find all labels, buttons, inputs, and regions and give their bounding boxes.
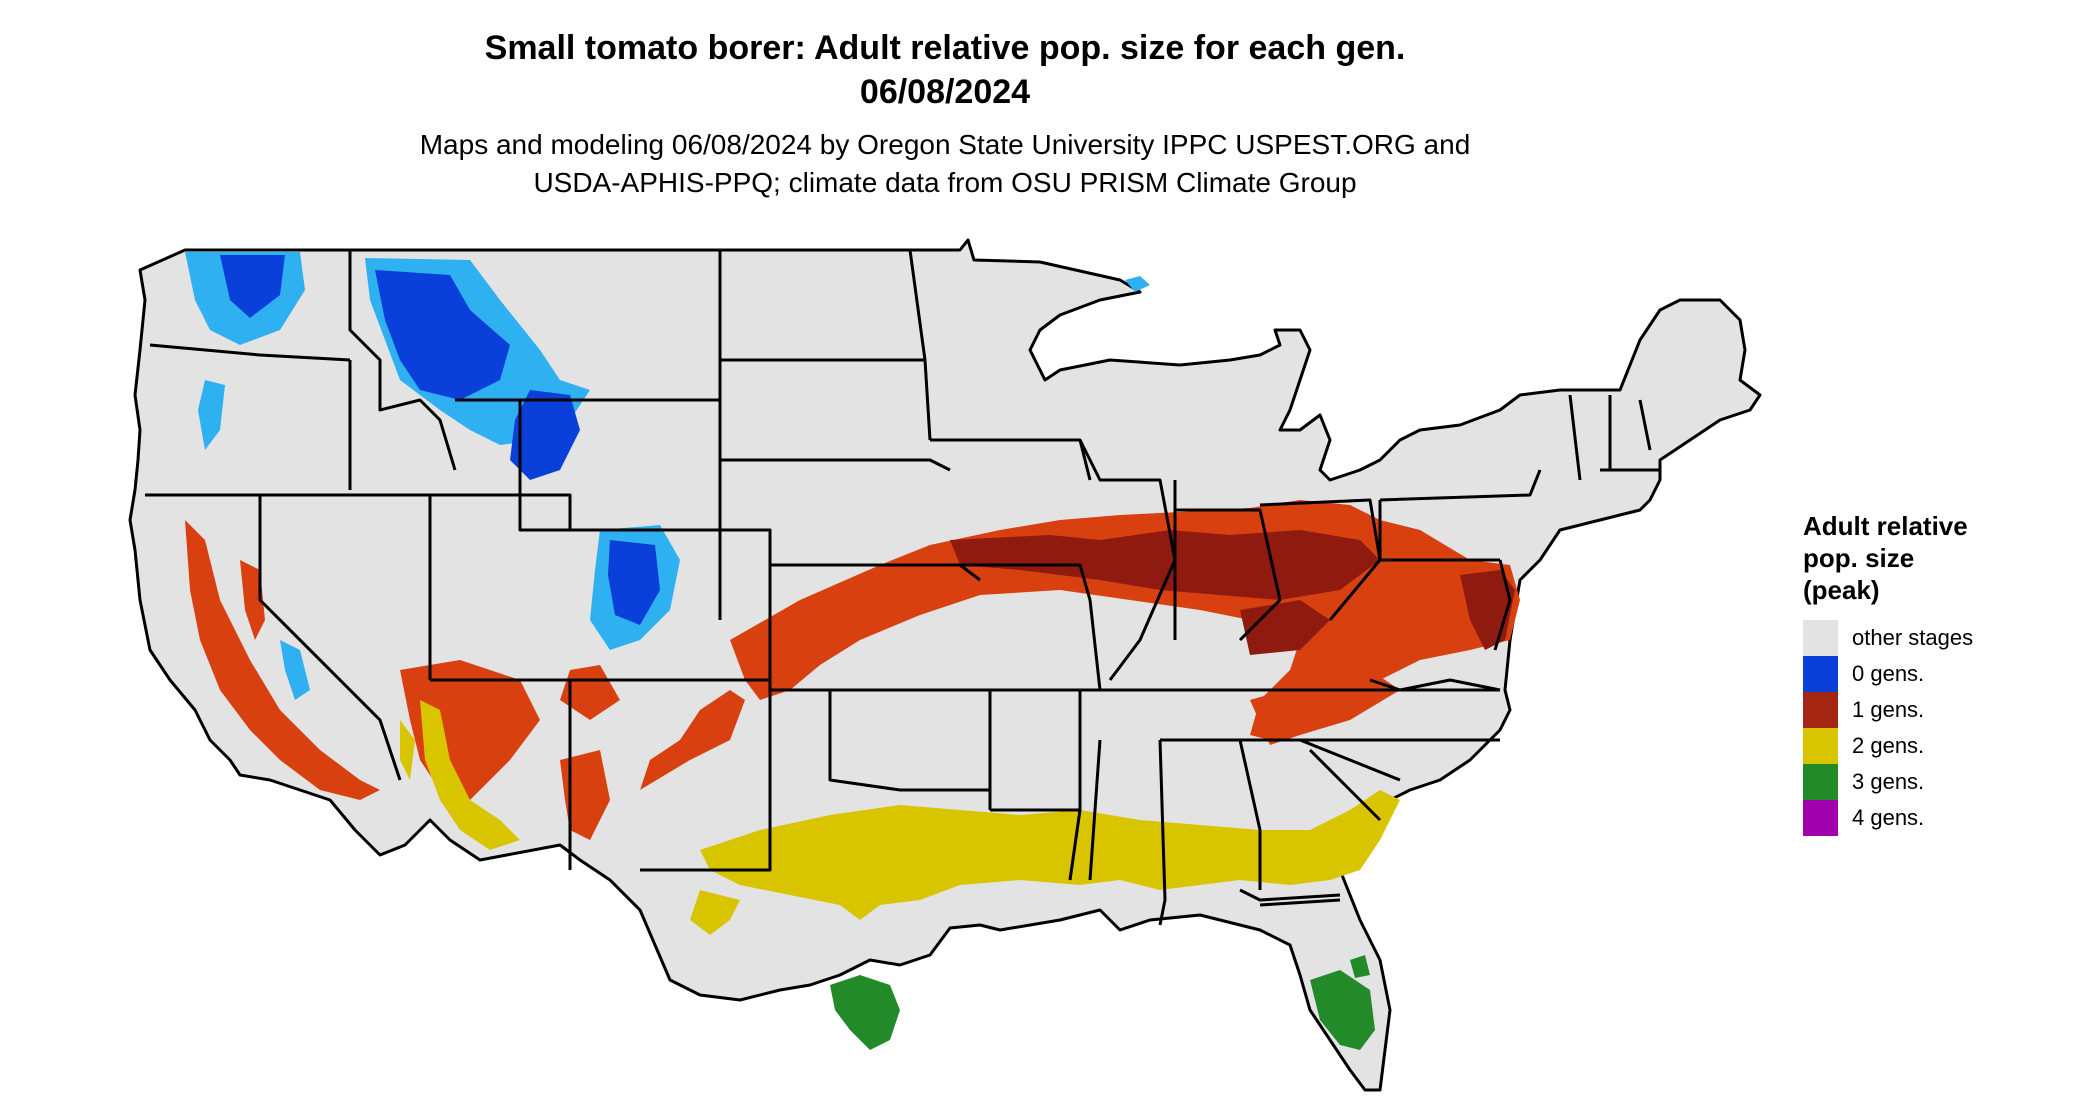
zone-3-gens (830, 955, 1375, 1050)
map-subtitle-line1: Maps and modeling 06/08/2024 by Oregon S… (419, 129, 1471, 160)
legend-swatch (1803, 620, 1838, 656)
legend-swatch (1803, 800, 1838, 836)
legend-title: Adult relative pop. size (peak) (1803, 510, 2083, 606)
legend-label: 0 gens. (1852, 661, 1925, 686)
legend-item-4-gens: 4 gens. (1803, 800, 2083, 836)
state-borders (145, 249, 1660, 926)
legend-swatch (1803, 764, 1838, 800)
map-title-date: 06/08/2024 (859, 73, 1031, 111)
legend-item-2-gens: 2 gens. (1803, 728, 2083, 764)
legend-label: 1 gens. (1852, 697, 1925, 722)
legend-item-3-gens: 3 gens. (1803, 764, 2083, 800)
legend-items: other stages 0 gens. 1 gens. 2 gens. 3 g… (1803, 620, 2083, 836)
legend-swatch (1803, 656, 1838, 692)
legend-title-line2: pop. size (1803, 543, 1915, 573)
legend-title-line3: (peak) (1803, 575, 1880, 605)
legend-swatch (1803, 692, 1838, 728)
legend-label: 4 gens. (1852, 805, 1925, 830)
legend-label: 2 gens. (1852, 733, 1925, 758)
legend-title-line1: Adult relative (1803, 511, 1968, 541)
legend-swatch (1803, 728, 1838, 764)
us-land (128, 238, 1762, 1092)
map-title-line1: Small tomato borer: Adult relative pop. … (484, 29, 1406, 67)
map-subtitle-line2: USDA-APHIS-PPQ; climate data from OSU PR… (533, 167, 1357, 198)
zone-1-gen (185, 500, 1520, 840)
legend: Adult relative pop. size (peak) other st… (1803, 510, 2083, 836)
legend-label: other stages (1852, 625, 1974, 650)
legend-item-other-stages: other stages (1803, 620, 2083, 656)
legend-label: 3 gens. (1852, 769, 1925, 794)
legend-item-0-gens: 0 gens. (1803, 656, 2083, 692)
legend-item-1-gens: 1 gens. (1803, 692, 2083, 728)
zone-0-gens (185, 252, 1150, 700)
